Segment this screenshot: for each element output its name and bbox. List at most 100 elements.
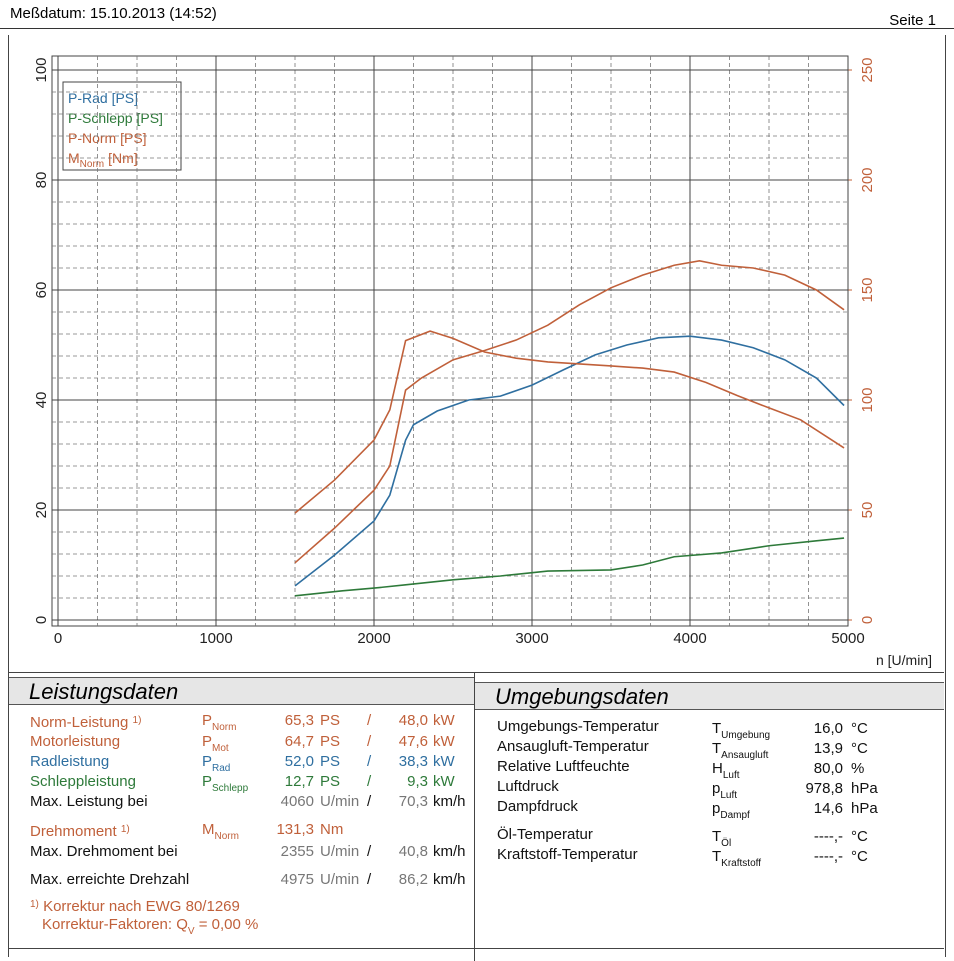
value: 80,0 — [813, 760, 843, 777]
symbol: PRad — [202, 753, 230, 778]
unit-1: Nm — [320, 821, 344, 838]
value-1: 4060 — [280, 793, 314, 810]
legend-name: P-Rad [PS] — [68, 90, 138, 106]
page-frame — [8, 35, 946, 957]
series-line — [294, 335, 845, 587]
footnote-text: Korrektur nach EWG 80/1269 — [43, 898, 240, 915]
column-rule — [474, 672, 475, 961]
separator: / — [367, 793, 372, 810]
row-label: Ansaugluft-Temperatur — [497, 738, 649, 755]
symbol: PMot — [202, 733, 229, 758]
row-label: Relative Luftfeuchte — [497, 758, 630, 775]
section-title: Leistungsdaten — [9, 677, 474, 705]
value-2: 47,6 — [398, 733, 428, 750]
label-text: Norm-Leistung — [30, 714, 129, 731]
y2-tick-label: 0 — [859, 616, 876, 624]
label-text: Schleppleistung — [30, 773, 136, 790]
row-label: Norm-Leistung 1) — [30, 712, 141, 732]
row-label: Schleppleistung — [30, 773, 136, 791]
symbol: PSchlepp — [202, 773, 248, 798]
row-label: Radleistung — [30, 753, 109, 771]
symbol-letter: T — [712, 740, 722, 757]
legend-entry: P-Norm [PS] — [68, 130, 147, 146]
legend: P-Rad [PS]P-Schlepp [PS]P-Norm [PS]MNorm… — [62, 81, 182, 171]
row-label: Drehmoment 1) — [30, 821, 130, 841]
symbol: pLuft — [712, 780, 737, 805]
symbol-sub: Umgebung — [721, 730, 771, 741]
unit-1: U/min — [320, 793, 360, 810]
unit: °C — [851, 720, 868, 737]
footnote: 1) Korrektur nach EWG 80/1269 — [30, 896, 240, 916]
value-1: 2355 — [280, 843, 314, 860]
unit: °C — [851, 848, 868, 865]
x-tick-label: 0 — [54, 630, 62, 647]
separator: / — [367, 773, 372, 790]
x-tick-label: 2000 — [357, 630, 390, 647]
series-line — [294, 260, 845, 564]
y2-tick-label: 100 — [859, 387, 876, 412]
symbol-letter: H — [712, 760, 723, 777]
page-number: Seite 1 — [889, 12, 936, 29]
symbol-letter: p — [712, 780, 721, 797]
y-tick-label: 20 — [33, 502, 50, 519]
x-axis-label: n [U/min] — [876, 652, 932, 668]
value-1: 4975 — [280, 871, 314, 888]
symbol: HLuft — [712, 760, 740, 785]
footnote-mark: 1) — [120, 824, 130, 835]
symbol: TKraftstoff — [712, 848, 761, 873]
measure-date: Meßdatum: 15.10.2013 (14:52) — [10, 5, 217, 22]
value: 16,0 — [813, 720, 843, 737]
symbol: PNorm — [202, 712, 236, 737]
unit-1: U/min — [320, 843, 360, 860]
symbol-letter: P — [202, 753, 213, 770]
bottom-rule — [8, 948, 944, 949]
factor-value: 0,00 % — [211, 916, 259, 933]
unit: % — [851, 760, 865, 777]
separator: / — [367, 733, 372, 750]
header-rule — [0, 28, 954, 29]
symbol: pDampf — [712, 800, 750, 825]
label-text: Max. Drehmoment bei — [30, 843, 178, 860]
symbol: TÖl — [712, 828, 731, 853]
symbol: TAnsaugluft — [712, 740, 768, 765]
symbol-letter: M — [202, 821, 215, 838]
row-label: Max. Drehmoment bei — [30, 843, 178, 861]
symbol-letter: P — [202, 773, 213, 790]
unit: hPa — [851, 800, 878, 817]
row-label: Motorleistung — [30, 733, 120, 751]
symbol-sub: Rad — [212, 763, 231, 774]
row-label: Öl-Temperatur — [497, 826, 593, 843]
correction-factor: Korrektur-Faktoren: QV = 0,00 % — [42, 916, 258, 941]
unit-2: km/h — [433, 793, 466, 810]
value-2: 86,2 — [398, 871, 428, 888]
value-2: 40,8 — [398, 843, 428, 860]
x-tick-label: 4000 — [673, 630, 706, 647]
symbol-letter: P — [202, 733, 213, 750]
unit: hPa — [851, 780, 878, 797]
y-tick-label: 0 — [33, 616, 50, 624]
unit-1: PS — [320, 753, 341, 770]
unit-1: PS — [320, 712, 341, 729]
legend-sub: Norm — [80, 159, 104, 170]
y2-tick-label: 200 — [859, 167, 876, 192]
symbol-sub: Luft — [722, 770, 740, 781]
symbol-sub: Dampf — [720, 810, 750, 821]
y-tick-label: 100 — [33, 57, 50, 82]
row-label: Kraftstoff-Temperatur — [497, 846, 638, 863]
x-tick-label: 5000 — [831, 630, 864, 647]
section-title: Umgebungsdaten — [475, 682, 944, 710]
y2-tick-label: 50 — [859, 502, 876, 519]
legend-name: P-Norm [PS] — [68, 130, 147, 146]
symbol-letter: p — [712, 800, 721, 817]
unit-1: PS — [320, 733, 341, 750]
symbol-sub: Norm — [214, 831, 239, 842]
label-text: Drehmoment — [30, 823, 117, 840]
value-1: 52,0 — [284, 753, 314, 770]
symbol-sub: Schlepp — [212, 783, 249, 794]
value: 13,9 — [813, 740, 843, 757]
label-text: Radleistung — [30, 753, 110, 770]
y2-tick-label: 250 — [859, 57, 876, 82]
label-text: Max. erreichte Drehzahl — [30, 871, 190, 888]
row-label: Umgebungs-Temperatur — [497, 718, 659, 735]
